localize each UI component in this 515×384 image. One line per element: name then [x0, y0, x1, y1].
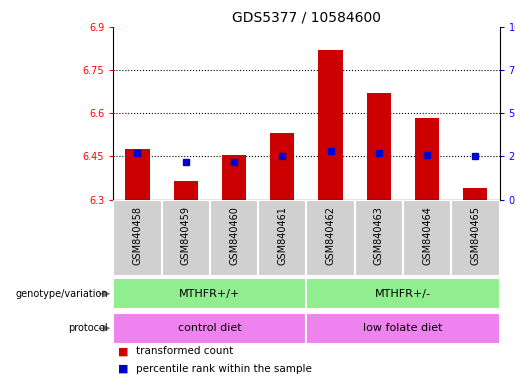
FancyBboxPatch shape: [451, 200, 500, 276]
Text: MTHFR+/-: MTHFR+/-: [375, 289, 431, 299]
Text: ■: ■: [118, 346, 129, 356]
FancyBboxPatch shape: [258, 200, 306, 276]
Text: MTHFR+/+: MTHFR+/+: [179, 289, 241, 299]
FancyBboxPatch shape: [306, 278, 500, 310]
Text: low folate diet: low folate diet: [363, 323, 443, 333]
Title: GDS5377 / 10584600: GDS5377 / 10584600: [232, 10, 381, 24]
FancyBboxPatch shape: [306, 313, 500, 344]
FancyBboxPatch shape: [162, 200, 210, 276]
Text: GSM840464: GSM840464: [422, 206, 432, 265]
Text: ■: ■: [118, 364, 129, 374]
Text: GSM840461: GSM840461: [277, 206, 287, 265]
Text: GSM840458: GSM840458: [132, 206, 143, 265]
Text: genotype/variation: genotype/variation: [15, 289, 108, 299]
Bar: [270, 134, 295, 200]
Text: percentile rank within the sample: percentile rank within the sample: [136, 364, 313, 374]
Bar: [415, 118, 439, 200]
FancyBboxPatch shape: [403, 200, 451, 276]
Bar: [318, 50, 342, 200]
Text: GSM840459: GSM840459: [181, 206, 191, 265]
Bar: [464, 188, 488, 200]
Text: protocol: protocol: [68, 323, 108, 333]
FancyBboxPatch shape: [113, 313, 306, 344]
FancyBboxPatch shape: [355, 200, 403, 276]
Bar: [367, 93, 391, 200]
Text: GSM840460: GSM840460: [229, 206, 239, 265]
FancyBboxPatch shape: [210, 200, 258, 276]
Bar: [222, 155, 246, 200]
Text: control diet: control diet: [178, 323, 242, 333]
Text: GSM840465: GSM840465: [470, 206, 480, 265]
FancyBboxPatch shape: [113, 200, 162, 276]
Text: transformed count: transformed count: [136, 346, 234, 356]
Bar: [174, 181, 198, 200]
FancyBboxPatch shape: [306, 200, 355, 276]
Text: GSM840463: GSM840463: [374, 206, 384, 265]
Text: GSM840462: GSM840462: [325, 206, 336, 265]
Bar: [125, 149, 149, 200]
FancyBboxPatch shape: [113, 278, 306, 310]
